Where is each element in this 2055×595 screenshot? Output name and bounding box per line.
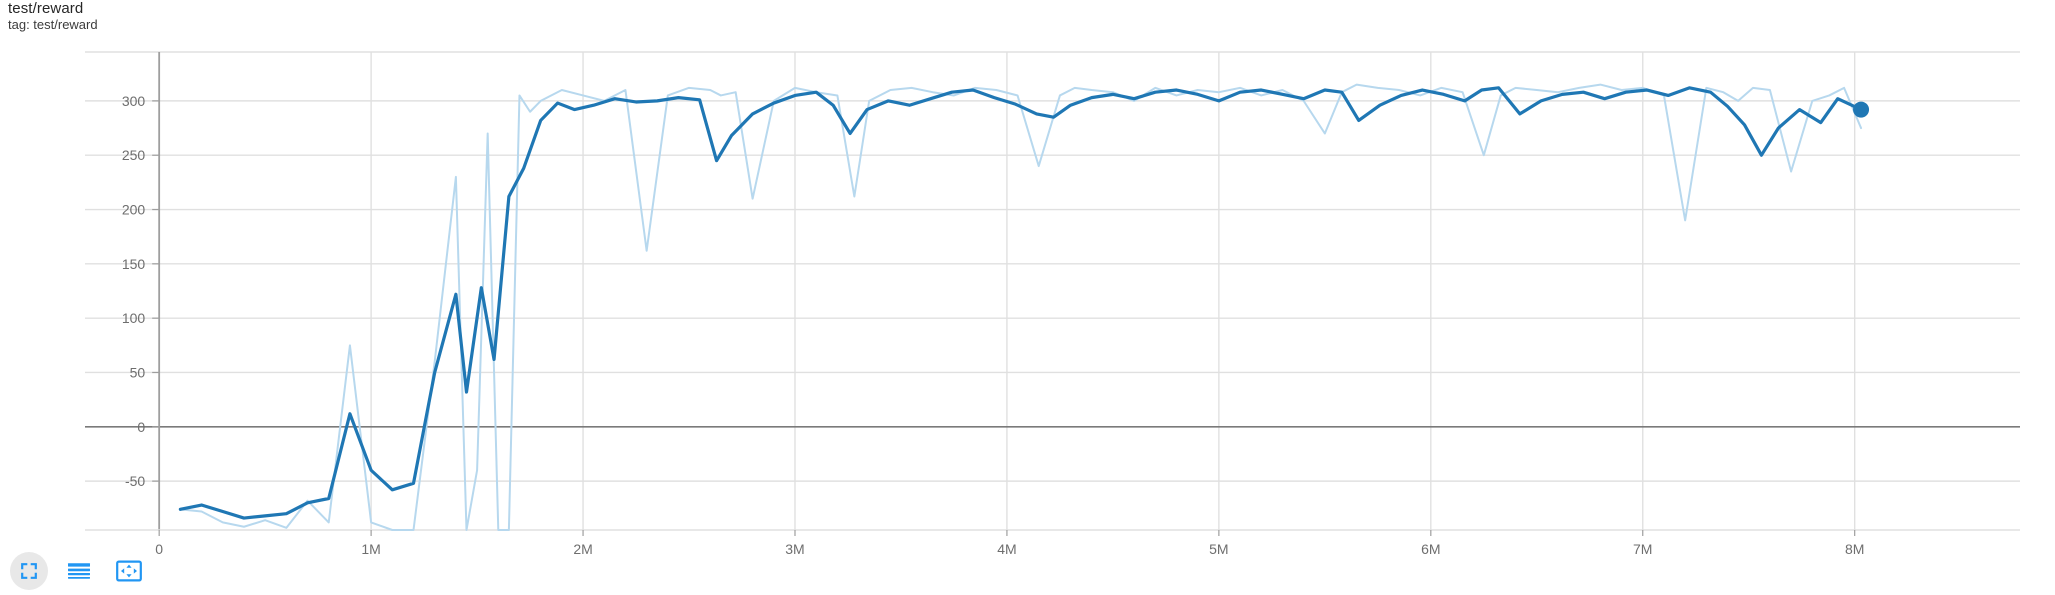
chart-tag-subtitle: tag: test/reward <box>8 17 98 32</box>
y-tick-label: 150 <box>122 256 146 272</box>
x-axis-tick-labels: 0 1M 2M 3M 4M 5M 6M 7M 8M <box>155 541 1864 557</box>
fit-to-data-arrows-icon <box>116 560 142 582</box>
fullscreen-corners-icon <box>21 563 37 579</box>
y-tick-label: 300 <box>122 93 146 109</box>
y-tick-label: 50 <box>130 364 146 380</box>
x-tick-label: 8M <box>1845 541 1864 557</box>
x-tick-label: 3M <box>785 541 804 557</box>
x-tick-label: 7M <box>1633 541 1652 557</box>
y-axis-tick-labels: -50 0 50 100 150 200 250 300 <box>122 93 146 489</box>
x-tick-label: 4M <box>997 541 1016 557</box>
x-tick-label: 0 <box>155 541 163 557</box>
pan-reset-icon[interactable] <box>110 552 148 590</box>
y-tick-label: 0 <box>137 419 145 435</box>
x-tick-label: 1M <box>361 541 380 557</box>
y-tick-label: 200 <box>122 202 146 218</box>
y-tick-label: 250 <box>122 147 146 163</box>
chart-toolbar[interactable] <box>10 552 148 590</box>
data-series <box>178 83 1863 531</box>
x-tick-label: 6M <box>1421 541 1440 557</box>
y-tick-label: -50 <box>125 473 145 489</box>
horizontal-bars-icon <box>68 563 90 579</box>
data-table-icon[interactable] <box>60 552 98 590</box>
x-tick-label: 5M <box>1209 541 1228 557</box>
end-point-marker <box>1853 101 1870 118</box>
page-title: test/reward <box>8 0 84 17</box>
fullscreen-toggle-icon[interactable] <box>10 552 48 590</box>
gridlines <box>85 51 2020 530</box>
last-value-dot <box>1853 101 1870 118</box>
axis-lines <box>85 52 2020 536</box>
series-line-1 <box>178 86 1863 520</box>
series-line-0 <box>179 83 1863 531</box>
y-tick-label: 100 <box>122 310 146 326</box>
x-tick-label: 2M <box>573 541 592 557</box>
